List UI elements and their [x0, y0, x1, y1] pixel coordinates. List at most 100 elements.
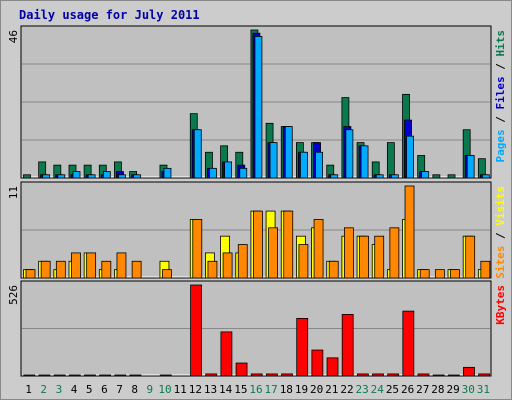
x-tick-day-3: 3 [56, 383, 63, 396]
bar-sites-day-24 [375, 236, 384, 278]
bar-kbytes-day-19 [297, 318, 308, 376]
bar-hits-day-1 [24, 175, 31, 178]
chart-title: Daily usage for July 2011 [19, 8, 200, 22]
x-tick-day-6: 6 [101, 383, 108, 396]
x-tick-day-2: 2 [40, 383, 47, 396]
x-tick-day-8: 8 [131, 383, 138, 396]
bar-kbytes-day-17 [266, 374, 277, 376]
bar-sites-day-20 [314, 219, 323, 278]
bar-sites-day-30 [466, 236, 475, 278]
axis-legend-kbytes: KBytes [494, 285, 507, 325]
bar-kbytes-day-7 [115, 375, 126, 376]
bar-sites-day-15 [238, 245, 247, 278]
x-tick-day-31: 31 [477, 383, 490, 396]
bar-kbytes-day-23 [357, 374, 368, 376]
x-tick-day-25: 25 [386, 383, 399, 396]
bar-sites-day-8 [132, 261, 141, 278]
x-tick-day-16: 16 [249, 383, 262, 396]
x-tick-day-4: 4 [71, 383, 78, 396]
bar-sites-day-3 [56, 261, 65, 278]
bar-pages-day-26 [407, 136, 414, 178]
bar-kbytes-day-26 [403, 311, 414, 376]
bar-sites-day-13 [208, 261, 217, 278]
bar-sites-day-25 [390, 228, 399, 278]
bar-sites-day-2 [41, 261, 50, 278]
x-tick-day-26: 26 [401, 383, 414, 396]
bar-pages-day-23 [361, 146, 368, 178]
x-tick-day-7: 7 [116, 383, 123, 396]
bar-kbytes-day-13 [206, 374, 217, 376]
bar-pages-day-17 [270, 143, 277, 178]
bar-pages-day-12 [194, 130, 201, 178]
bar-kbytes-day-20 [312, 350, 323, 376]
bar-pages-day-10 [164, 168, 171, 178]
bar-sites-day-14 [223, 253, 232, 278]
ymax-label-visits-sites: 11 [7, 186, 20, 199]
bar-pages-day-4 [73, 172, 80, 178]
bar-pages-day-3 [58, 175, 65, 178]
x-tick-day-27: 27 [416, 383, 429, 396]
bar-kbytes-day-15 [236, 363, 247, 376]
bar-kbytes-day-16 [251, 374, 262, 376]
bar-pages-day-19 [300, 152, 307, 178]
x-tick-day-13: 13 [204, 383, 217, 396]
bar-sites-day-1 [26, 270, 35, 278]
ymax-label-hits-files-pages: 46 [7, 30, 20, 43]
bar-sites-day-10 [162, 270, 171, 278]
bar-kbytes-day-14 [221, 332, 232, 376]
axis-legend-visits-sites: Sites / Visits [494, 186, 507, 279]
bar-kbytes-day-30 [463, 367, 474, 376]
bar-kbytes-day-8 [130, 375, 141, 376]
bar-pages-day-13 [209, 168, 216, 178]
x-tick-day-9: 9 [147, 383, 154, 396]
bar-pages-day-8 [134, 175, 141, 178]
bar-sites-day-7 [117, 253, 126, 278]
bar-kbytes-day-4 [69, 375, 80, 376]
x-tick-day-18: 18 [280, 383, 293, 396]
ymax-label-kbytes: 526 [7, 285, 20, 305]
axis-legend-part-kbytes-0: KBytes [494, 285, 507, 325]
x-tick-day-20: 20 [310, 383, 323, 396]
bar-sites-day-29 [451, 270, 460, 278]
x-tick-day-23: 23 [356, 383, 369, 396]
bar-pages-day-5 [88, 175, 95, 178]
bar-pages-day-20 [316, 152, 323, 178]
bar-sites-day-4 [71, 253, 80, 278]
bar-sites-day-16 [253, 211, 262, 278]
bar-kbytes-day-24 [373, 374, 384, 376]
x-tick-day-5: 5 [86, 383, 93, 396]
x-tick-day-17: 17 [265, 383, 278, 396]
x-tick-day-28: 28 [431, 383, 444, 396]
bar-pages-day-16 [255, 36, 262, 178]
bar-pages-day-18 [285, 127, 292, 178]
bar-sites-day-21 [329, 261, 338, 278]
bar-sites-day-19 [299, 245, 308, 278]
bar-pages-day-25 [391, 175, 398, 178]
bar-kbytes-day-29 [448, 375, 459, 376]
bar-pages-day-22 [346, 130, 353, 178]
bar-pages-day-27 [422, 172, 429, 178]
axis-legend-part-hits-files-pages-3: / [494, 57, 507, 77]
bar-sites-day-22 [344, 228, 353, 278]
bar-sites-day-27 [420, 270, 429, 278]
x-tick-day-24: 24 [371, 383, 385, 396]
bar-sites-day-18 [284, 211, 293, 278]
bar-kbytes-day-31 [479, 374, 490, 376]
axis-legend-part-hits-files-pages-4: Hits [494, 30, 507, 57]
bar-kbytes-day-10 [160, 375, 171, 376]
bar-hits-day-25 [387, 143, 394, 178]
bar-kbytes-day-6 [100, 375, 111, 376]
bar-pages-day-30 [467, 155, 474, 178]
bar-kbytes-day-22 [342, 314, 353, 376]
bar-pages-day-15 [240, 168, 247, 178]
x-tick-day-30: 30 [462, 383, 475, 396]
bar-kbytes-day-1 [24, 375, 35, 376]
axis-legend-part-hits-files-pages-1: / [494, 110, 507, 130]
bar-pages-day-2 [43, 175, 50, 178]
bar-kbytes-day-5 [84, 375, 95, 376]
bar-sites-day-17 [269, 228, 278, 278]
bar-pages-day-7 [118, 175, 125, 178]
x-tick-day-11: 11 [174, 383, 187, 396]
